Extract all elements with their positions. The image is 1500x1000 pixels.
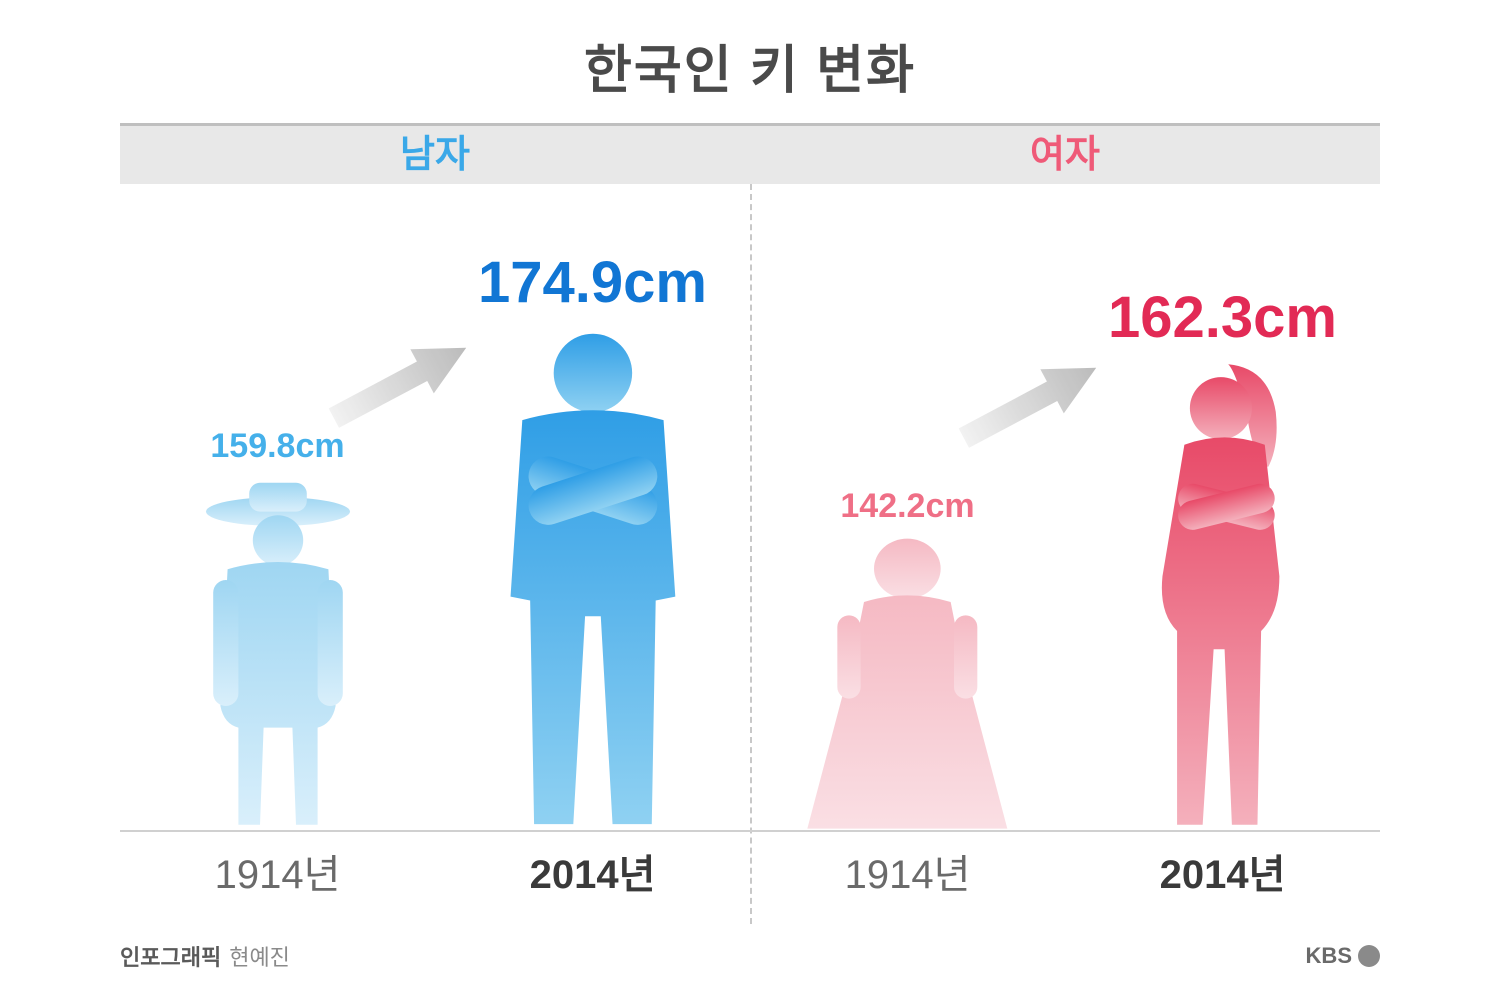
height-label-female-2014: 162.3cm	[1108, 284, 1337, 351]
credit-name: 현예진	[229, 945, 290, 970]
panels: 159.8cm	[120, 184, 1380, 924]
year-label-female-1914: 1914년	[750, 842, 1065, 900]
silhouette-male-1914-icon	[152, 472, 404, 832]
panel-male: 159.8cm	[120, 184, 750, 924]
year-label-female-2014: 2014년	[1065, 842, 1380, 900]
credit: 인포그래픽 현예진	[120, 940, 290, 972]
footer: 인포그래픽 현예진 KBS	[120, 940, 1380, 972]
figure-male-1914: 159.8cm	[120, 427, 435, 832]
year-label-male-1914: 1914년	[120, 842, 435, 900]
header-male: 남자	[120, 126, 750, 184]
page-title: 한국인 키 변화	[0, 0, 1500, 123]
height-label-male-2014: 174.9cm	[478, 249, 707, 316]
silhouette-male-2014-icon	[436, 322, 750, 832]
figure-male-2014: 174.9cm	[435, 249, 750, 832]
header-band: 남자 여자	[120, 126, 1380, 184]
kbs-circle-icon	[1358, 945, 1380, 967]
chart-frame: 남자 여자 159.8cm	[120, 123, 1380, 924]
height-label-female-1914: 142.2cm	[840, 487, 974, 526]
year-label-male-2014: 2014년	[435, 842, 750, 900]
figure-female-1914: 142.2cm	[750, 487, 1065, 832]
figure-female-2014: 162.3cm	[1065, 284, 1380, 832]
silhouette-female-1914-icon	[774, 532, 1041, 832]
header-female: 여자	[750, 126, 1380, 184]
panel-female: 142.2cm	[750, 184, 1380, 924]
source-logo: KBS	[1306, 943, 1380, 969]
source-text: KBS	[1306, 943, 1352, 969]
silhouette-female-2014-icon	[1104, 357, 1342, 832]
credit-prefix: 인포그래픽	[120, 945, 221, 970]
height-label-male-1914: 159.8cm	[210, 427, 344, 466]
